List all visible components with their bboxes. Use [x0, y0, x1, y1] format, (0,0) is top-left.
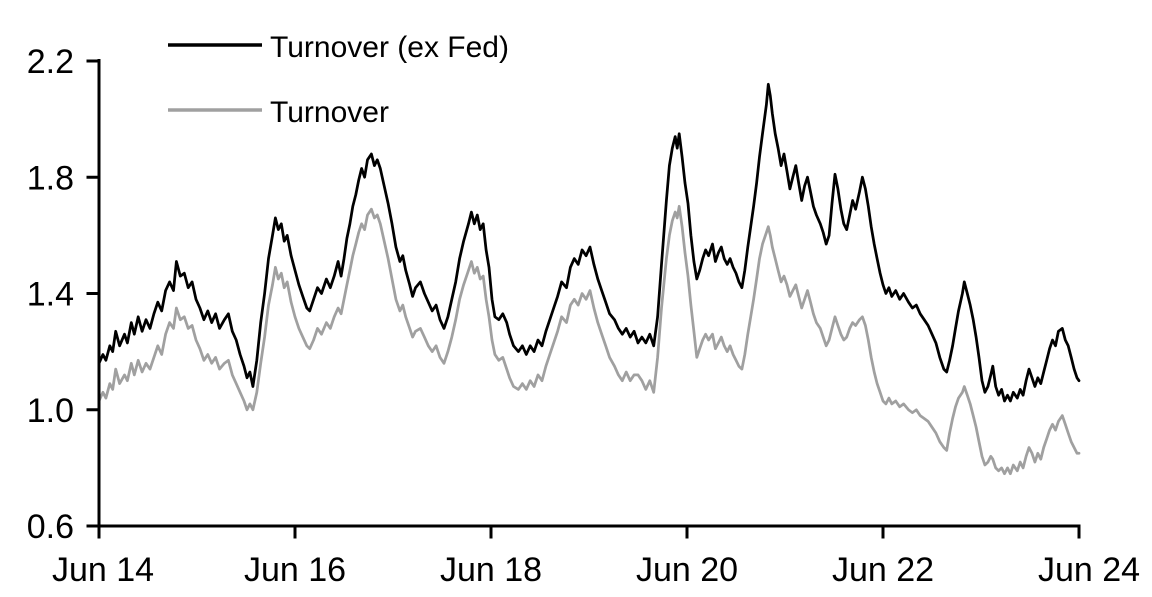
- legend-label-turnover-ex-fed: Turnover (ex Fed): [270, 31, 509, 64]
- legend: Turnover (ex Fed) Turnover: [168, 31, 509, 129]
- x-tick-label: Jun 22: [832, 551, 934, 589]
- x-tick-label: Jun 14: [52, 551, 154, 589]
- y-tick-label: 1.0: [27, 392, 74, 430]
- y-tick-label: 1.8: [27, 159, 74, 197]
- series-line-turnover-ex-fed: [97, 82, 1081, 403]
- y-tick-label: 0.6: [27, 508, 74, 546]
- x-tick-label: Jun 24: [1038, 551, 1140, 589]
- axes-layer: 0.6 1.0 1.4 1.8 2.2 Jun 14 Jun 16 Jun 18 Jun 20 J…: [27, 43, 1140, 589]
- series-line-turnover: [97, 204, 1081, 476]
- x-tick-label: Jun 20: [636, 551, 738, 589]
- y-tick-label: 2.2: [27, 43, 74, 81]
- series-layer: [97, 82, 1081, 476]
- legend-label-turnover: Turnover: [270, 96, 389, 129]
- y-tick-label: 1.4: [27, 276, 74, 314]
- x-tick-label: Jun 16: [244, 551, 346, 589]
- x-tick-label: Jun 18: [440, 551, 542, 589]
